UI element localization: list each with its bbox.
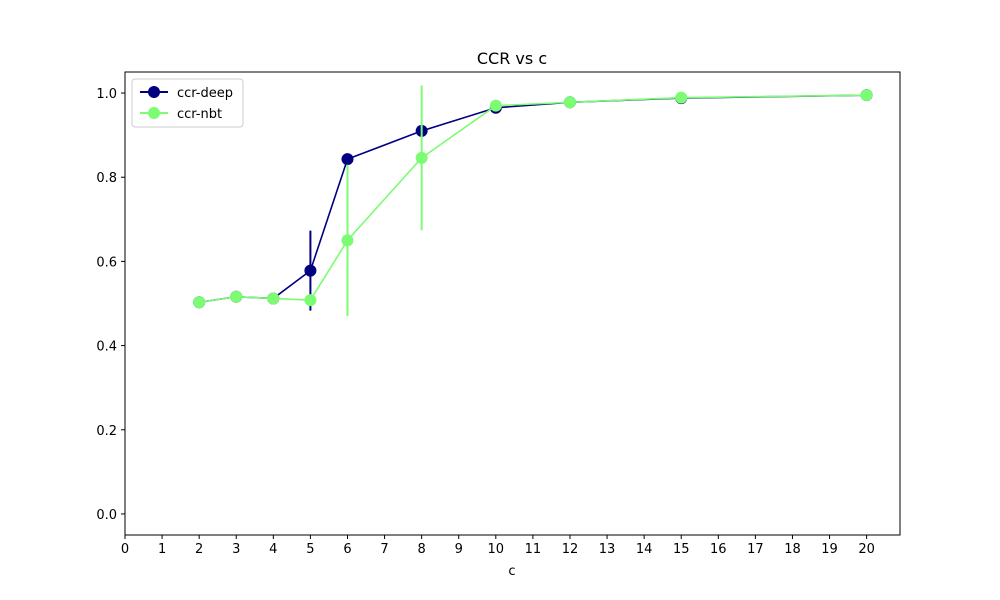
legend-item: ccr-nbt (140, 107, 222, 122)
x-tick-label: 19 (821, 542, 838, 557)
legend-label: ccr-deep (177, 86, 233, 101)
y-tick-label: 0.4 (96, 340, 117, 355)
x-tick-label: 18 (784, 542, 801, 557)
chart-title: CCR vs c (477, 49, 547, 68)
series-line (199, 94, 867, 304)
plot-frame (124, 71, 901, 536)
x-tick-label: 10 (488, 542, 505, 557)
legend-label: ccr-nbt (177, 107, 222, 122)
plot-area (124, 71, 901, 536)
legend-marker (148, 86, 160, 98)
data-point (675, 91, 688, 104)
data-point (489, 99, 502, 112)
x-tick-label: 2 (195, 542, 203, 557)
x-tick-label: 4 (269, 542, 277, 557)
data-point (304, 264, 317, 277)
x-tick-label: 17 (747, 542, 764, 557)
data-point (341, 153, 354, 166)
x-tick-label: 6 (343, 542, 351, 557)
series-layer (193, 85, 873, 317)
x-tick-label: 7 (380, 542, 388, 557)
x-axis-ticks: 0 1 2 3 4 5 6 7 8 9 10 11 12 13 14 15 16 17 18 19 20 (121, 535, 875, 557)
series-ccr-nbt (193, 85, 873, 317)
y-axis-ticks: 0.0 0.2 0.4 0.6 0.8 1.0 (96, 87, 125, 523)
x-tick-label: 0 (121, 542, 129, 557)
data-point (860, 89, 873, 102)
y-tick-label: 1.0 (96, 87, 117, 102)
legend: ccr-deep ccr-nbt (131, 78, 244, 128)
y-tick-label: 0.8 (96, 171, 117, 186)
x-tick-label: 1 (158, 542, 166, 557)
data-point (193, 296, 206, 309)
series-ccr-deep (193, 89, 873, 311)
legend-marker (148, 107, 160, 119)
data-point (341, 234, 354, 247)
y-tick-label: 0.2 (96, 424, 117, 439)
legend-item: ccr-deep (140, 86, 233, 101)
y-tick-label: 0.6 (96, 255, 117, 270)
data-point (267, 292, 280, 305)
data-point (230, 290, 243, 303)
x-tick-label: 3 (232, 542, 240, 557)
x-tick-label: 5 (306, 542, 314, 557)
x-tick-label: 20 (858, 542, 875, 557)
x-tick-label: 14 (636, 542, 653, 557)
x-tick-label: 11 (525, 542, 542, 557)
data-point (415, 151, 428, 164)
series-line (199, 94, 867, 304)
x-tick-label: 15 (673, 542, 690, 557)
data-point (563, 96, 576, 109)
x-tick-label: 9 (455, 542, 463, 557)
x-tick-label: 13 (599, 542, 616, 557)
x-tick-label: 12 (562, 542, 579, 557)
y-tick-label: 0.0 (96, 508, 117, 523)
x-tick-label: 16 (710, 542, 727, 557)
x-axis-label: c (508, 564, 515, 579)
data-point (304, 294, 317, 307)
x-tick-label: 8 (418, 542, 426, 557)
